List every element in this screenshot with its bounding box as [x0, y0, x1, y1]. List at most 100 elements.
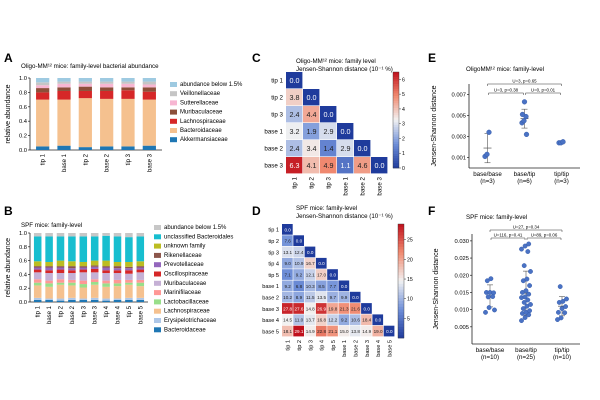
significance-label: U=116, p=0.41 [494, 233, 523, 238]
heatmap-cell [303, 106, 320, 123]
heatmap-row-label: base 1 [264, 129, 283, 136]
bar-segment [102, 280, 110, 284]
heatmap-cell [349, 325, 361, 337]
bar-segment [113, 286, 122, 299]
heatmap-cell [293, 257, 304, 269]
heatmap-cell [337, 140, 354, 157]
x-group-label: tip/tip [554, 171, 569, 178]
heatmap-cell-value: 3.8 [290, 93, 300, 102]
heatmap-cell [293, 246, 304, 258]
bar-segment [121, 146, 135, 150]
colorbar-segment [398, 323, 404, 327]
heatmap-cell-value: 29.1 [294, 329, 303, 334]
data-point [560, 139, 566, 145]
bar-segment [45, 283, 53, 287]
legend-entry: Oscillospiraceae [164, 272, 209, 278]
colorbar-tick-label: 1 [402, 151, 405, 157]
colorbar-tick-label: 25 [407, 238, 413, 244]
x-tick-label: tip 3 [81, 305, 87, 317]
colorbar-segment [393, 86, 399, 90]
heatmap-cell [282, 224, 293, 235]
heatmap-cell [304, 280, 316, 292]
data-point [525, 249, 531, 254]
legend-entry: Erysipelotrichaceae [164, 318, 217, 324]
x-group-n: (n=10) [481, 354, 499, 361]
y-tick-label: 0.6 [19, 259, 27, 265]
bar-segment [36, 146, 50, 150]
y-tick-label: 1.0 [19, 76, 27, 82]
y-tick-label: 0.030 [454, 239, 469, 245]
bar-segment [90, 266, 99, 269]
heatmap-cell [293, 314, 304, 326]
heatmap-cell-value: 0.0 [358, 144, 368, 153]
data-point [527, 283, 532, 288]
colorbar-tick-label: 15 [407, 277, 413, 283]
colorbar-segment [398, 329, 404, 333]
legend-swatch [154, 308, 161, 314]
data-point [484, 151, 490, 157]
data-point [484, 278, 490, 284]
heatmap-cell [293, 280, 304, 292]
data-point [562, 310, 568, 316]
bar-segment [100, 78, 114, 82]
heatmap-cell-value: 12.1 [306, 272, 315, 277]
heatmap-cell [315, 291, 327, 303]
x-group-n: (n=3) [554, 178, 569, 185]
legend-swatch [170, 118, 177, 124]
colorbar-segment [393, 96, 399, 99]
heatmap-col-label: base 2 [360, 176, 367, 195]
y-tick-label: 0.015 [454, 290, 469, 296]
bar-segment [78, 83, 92, 87]
bar-segment [45, 273, 53, 281]
bar-segment [79, 280, 88, 285]
panel-d-subtitle: Jensen-Shannon distance (10⁻¹ %) [296, 213, 393, 220]
colorbar-segment [398, 318, 404, 322]
heatmap-col-label: base 4 [376, 340, 382, 357]
heatmap-cell [304, 314, 316, 326]
heatmap-cell-value: 1.9 [307, 127, 317, 136]
significance-bracket [525, 92, 561, 95]
bar-segment [68, 273, 76, 280]
colorbar-segment [398, 295, 404, 299]
bar-segment [45, 233, 53, 237]
heatmap-cell [361, 303, 372, 314]
legend-swatch [154, 318, 161, 323]
bar-segment [79, 269, 88, 273]
heatmap-cell-value: 6.8 [296, 284, 303, 289]
bar-segment [136, 236, 145, 262]
colorbar-segment [393, 122, 399, 126]
data-point [521, 118, 527, 124]
heatmap-cell-value: 0.0 [307, 250, 314, 255]
colorbar-segment [398, 303, 404, 307]
colorbar-segment [398, 320, 404, 325]
bar-segment [113, 273, 122, 280]
bar-segment [78, 86, 92, 91]
legend-swatch [154, 299, 161, 305]
heatmap-cell [327, 291, 338, 303]
y-axis-label: Jensen-Shannon distance [431, 85, 438, 166]
heatmap-cell [282, 246, 293, 258]
data-point [522, 294, 528, 300]
bar-segment [56, 279, 65, 283]
legend-entry: Muribaculaceae [180, 110, 223, 116]
heatmap-cell [361, 314, 372, 326]
bar-segment [136, 267, 145, 270]
heatmap-cell [361, 325, 372, 337]
colorbar-segment [398, 235, 404, 239]
heatmap-cell [304, 269, 316, 280]
colorbar-segment [398, 326, 404, 330]
bar-segment [56, 266, 65, 268]
heatmap-cell [282, 269, 293, 280]
panel-b-title: SPF mice: family-level [21, 222, 82, 229]
bar-segment [113, 236, 122, 262]
heatmap-cell [304, 291, 316, 303]
panel-letter-a: A [4, 51, 13, 65]
y-tick-label: 0.020 [454, 273, 469, 279]
colorbar-segment [393, 108, 399, 111]
heatmap-cell [327, 269, 338, 280]
heatmap-cell [286, 89, 303, 106]
bar-segment [102, 283, 110, 287]
heatmap-cell-value: 3.4 [307, 144, 317, 153]
bar-segment [79, 266, 88, 268]
bar-segment [56, 284, 65, 299]
